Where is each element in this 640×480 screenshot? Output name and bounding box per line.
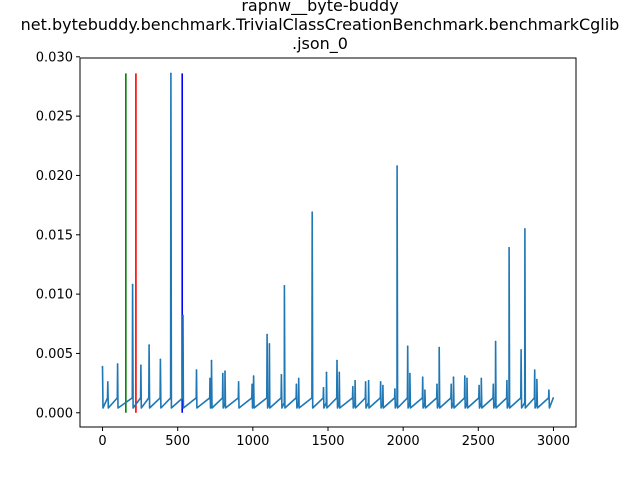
data-point-41 — [438, 346, 441, 349]
chart-title-line-2: net.bytebuddy.benchmark.TrivialClassCrea… — [20, 15, 620, 34]
data-point-0 — [101, 365, 104, 368]
x-tick-label: 1000 — [236, 434, 269, 449]
y-tick-label: 0.030 — [36, 50, 73, 65]
data-point-54 — [533, 369, 536, 371]
data-point-32 — [379, 381, 382, 383]
data-point-47 — [480, 377, 483, 380]
data-point-44 — [464, 375, 466, 377]
data-point-12 — [222, 372, 224, 375]
data-point-11 — [210, 359, 213, 362]
data-point-23 — [311, 211, 314, 213]
data-point-18 — [268, 343, 271, 345]
data-point-25 — [325, 371, 328, 374]
y-tick-label: 0.020 — [36, 169, 73, 184]
data-point-1 — [107, 381, 109, 383]
data-point-40 — [436, 383, 438, 386]
x-tick-label: 2000 — [387, 434, 420, 449]
y-tick-label: 0.010 — [36, 288, 73, 303]
data-point-50 — [506, 379, 508, 382]
chart-title-line-1: rapnw__byte-buddy — [241, 0, 399, 15]
data-point-5 — [148, 344, 150, 346]
x-tick-label: 500 — [165, 434, 190, 449]
x-tick-label: 1500 — [311, 434, 344, 449]
data-point-34 — [394, 388, 396, 390]
data-point-14 — [237, 381, 240, 383]
data-point-21 — [295, 383, 298, 386]
data-point-7 — [170, 72, 172, 75]
data-point-37 — [409, 372, 411, 375]
y-tick-label: 0.015 — [36, 228, 73, 243]
data-point-39 — [424, 389, 426, 392]
data-point-9 — [195, 369, 198, 371]
data-point-6 — [159, 358, 162, 361]
x-tick-label: 3000 — [537, 434, 570, 449]
data-point-10 — [209, 377, 211, 380]
data-point-31 — [367, 379, 370, 382]
data-point-13 — [224, 370, 226, 373]
data-point-38 — [421, 376, 424, 379]
data-point-53 — [524, 228, 526, 230]
data-point-42 — [450, 383, 453, 386]
plot-frame — [79, 57, 577, 428]
data-point-26 — [336, 359, 338, 362]
data-point-22 — [297, 377, 300, 380]
x-tick-label: 2500 — [462, 434, 495, 449]
data-point-56 — [548, 389, 550, 392]
data-point-51 — [508, 247, 510, 249]
data-point-28 — [352, 385, 354, 388]
y-tick-label: 0.005 — [36, 347, 73, 362]
data-point-52 — [520, 349, 522, 351]
data-point-27 — [338, 371, 341, 374]
data-point-33 — [382, 384, 384, 387]
y-tick-label: 0.025 — [36, 110, 73, 125]
data-point-17 — [266, 333, 268, 336]
data-point-2 — [116, 363, 119, 365]
data-point-48 — [492, 383, 495, 386]
data-point-55 — [536, 378, 538, 381]
data-point-43 — [452, 376, 455, 379]
data-point-35 — [396, 165, 398, 167]
data-point-3 — [131, 283, 134, 286]
data-point-49 — [494, 340, 497, 343]
chart-title-line-3: .json_0 — [292, 34, 348, 53]
data-point-16 — [252, 375, 255, 377]
data-point-15 — [251, 383, 253, 386]
y-tick-label: 0.000 — [36, 406, 73, 421]
data-point-20 — [283, 285, 286, 287]
series-line — [101, 72, 555, 409]
data-point-19 — [280, 374, 283, 376]
data-point-30 — [364, 381, 367, 383]
x-tick-label: 0 — [98, 434, 106, 449]
data-point-29 — [354, 379, 356, 382]
data-point-24 — [322, 387, 325, 389]
data-point-36 — [406, 345, 409, 348]
data-point-45 — [466, 377, 468, 380]
data-point-4 — [140, 364, 142, 367]
data-point-8 — [182, 314, 184, 317]
data-point-46 — [478, 384, 480, 387]
